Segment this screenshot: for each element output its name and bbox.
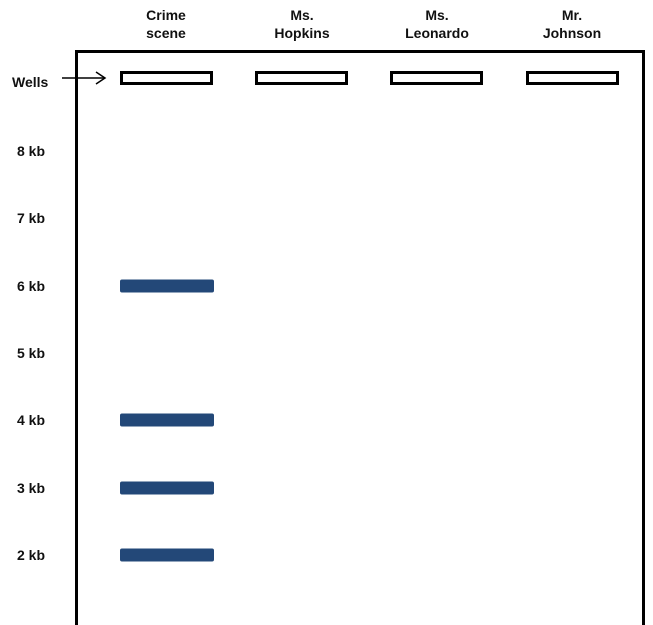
wells-label: Wells xyxy=(12,74,49,90)
lane-header-line1: Ms. xyxy=(425,7,449,23)
dna-band xyxy=(120,548,214,562)
size-label: 5 kb xyxy=(17,344,46,361)
lane-header-line2: Leonardo xyxy=(405,25,469,41)
size-label: 8 kb xyxy=(17,143,46,159)
size-label: 6 kb xyxy=(17,277,46,294)
size-label: 4 kb xyxy=(17,412,46,429)
lane-header-line1: Ms. xyxy=(290,7,314,23)
lane-header-line2: Hopkins xyxy=(274,25,330,41)
lane-header-ms-hopkins: Ms. Hopkins xyxy=(242,6,362,42)
gel-body xyxy=(75,50,645,625)
well-ms-hopkins xyxy=(255,71,348,85)
lane-header-line2: Johnson xyxy=(542,25,602,41)
wells-arrow-icon xyxy=(62,71,107,85)
lane-header-ms-leonardo: Ms. Leonardo xyxy=(377,6,497,42)
well-ms-leonardo xyxy=(390,71,483,85)
well-mr-johnson xyxy=(526,71,619,85)
well-crime-scene xyxy=(120,71,213,85)
dna-band xyxy=(120,413,214,427)
lane-header-line2: scene xyxy=(146,25,186,41)
size-label: 3 kb xyxy=(17,479,46,496)
lane-header-mr-johnson: Mr. Johnson xyxy=(512,6,632,42)
lane-header-line1: Crime xyxy=(146,7,186,23)
lane-header-crime-scene: Crime scene xyxy=(106,6,226,42)
size-label: 2 kb xyxy=(17,546,46,563)
dna-band xyxy=(120,279,214,293)
size-label: 7 kb xyxy=(17,210,46,227)
lane-header-line1: Mr. xyxy=(561,7,583,23)
dna-band xyxy=(120,481,214,494)
